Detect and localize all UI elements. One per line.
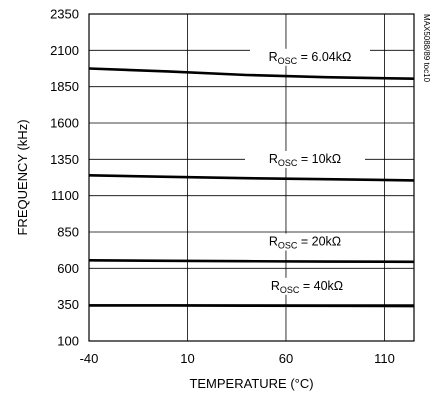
series-label-background [247,277,367,295]
x-tick-labels: -40 10 60 110 [80,351,395,366]
series-line [88,259,415,264]
series-label-value: = 10kΩ [297,152,341,166]
series-label-subscript: OSC [278,56,298,66]
y-axis-title: FREQUENCY (kHz) [15,119,30,235]
y-tick-label: 600 [57,261,79,276]
series-label-background [245,150,365,168]
series-label-value: = 6.04kΩ [297,50,351,64]
series-label-background [245,233,365,251]
y-tick-label: 350 [57,297,79,312]
series-line [88,174,415,182]
y-tick-label: 1850 [50,79,79,94]
series-label-subscript: OSC [278,241,298,251]
x-tick-label: -40 [80,351,99,366]
series-label: ROSC = 20kΩ [269,235,341,251]
series-label-subscript: OSC [280,285,300,295]
series-label-value: = 20kΩ [297,235,341,249]
series-label: ROSC = 40kΩ [271,279,343,295]
series-label-main: R [271,279,280,293]
series-label-main: R [269,152,278,166]
series-label-main: R [269,50,278,64]
y-tick-label: 2100 [50,43,79,58]
x-tick-label: 60 [279,351,293,366]
plot-frame [88,13,415,342]
series-label: ROSC = 6.04kΩ [269,50,352,66]
y-tick-label: 1100 [51,188,79,203]
series-label-background [250,48,370,66]
figure-code-note: MAX5088/89 toc10 [422,14,430,83]
y-tick-label: 100 [57,334,79,349]
y-tick-labels: 2350 2100 1850 1600 1350 1100 850 600 350 100 [50,7,79,349]
x-tick-label: 110 [374,351,395,366]
x-axis-title: TEMPERATURE (°C) [189,376,313,391]
y-tick-label: 1350 [50,152,79,167]
y-tick-label: 2350 [50,7,79,22]
y-tick-label: 850 [57,225,79,240]
x-tick-label: 10 [180,351,194,366]
series-label-main: R [269,235,278,249]
series-label-value: = 40kΩ [299,279,343,293]
series-line [89,304,415,308]
series-line [88,67,415,80]
series-label-subscript: OSC [278,158,298,168]
series-label: ROSC = 10kΩ [269,152,341,168]
series-curves [88,67,415,308]
y-tick-label: 1600 [50,116,79,131]
